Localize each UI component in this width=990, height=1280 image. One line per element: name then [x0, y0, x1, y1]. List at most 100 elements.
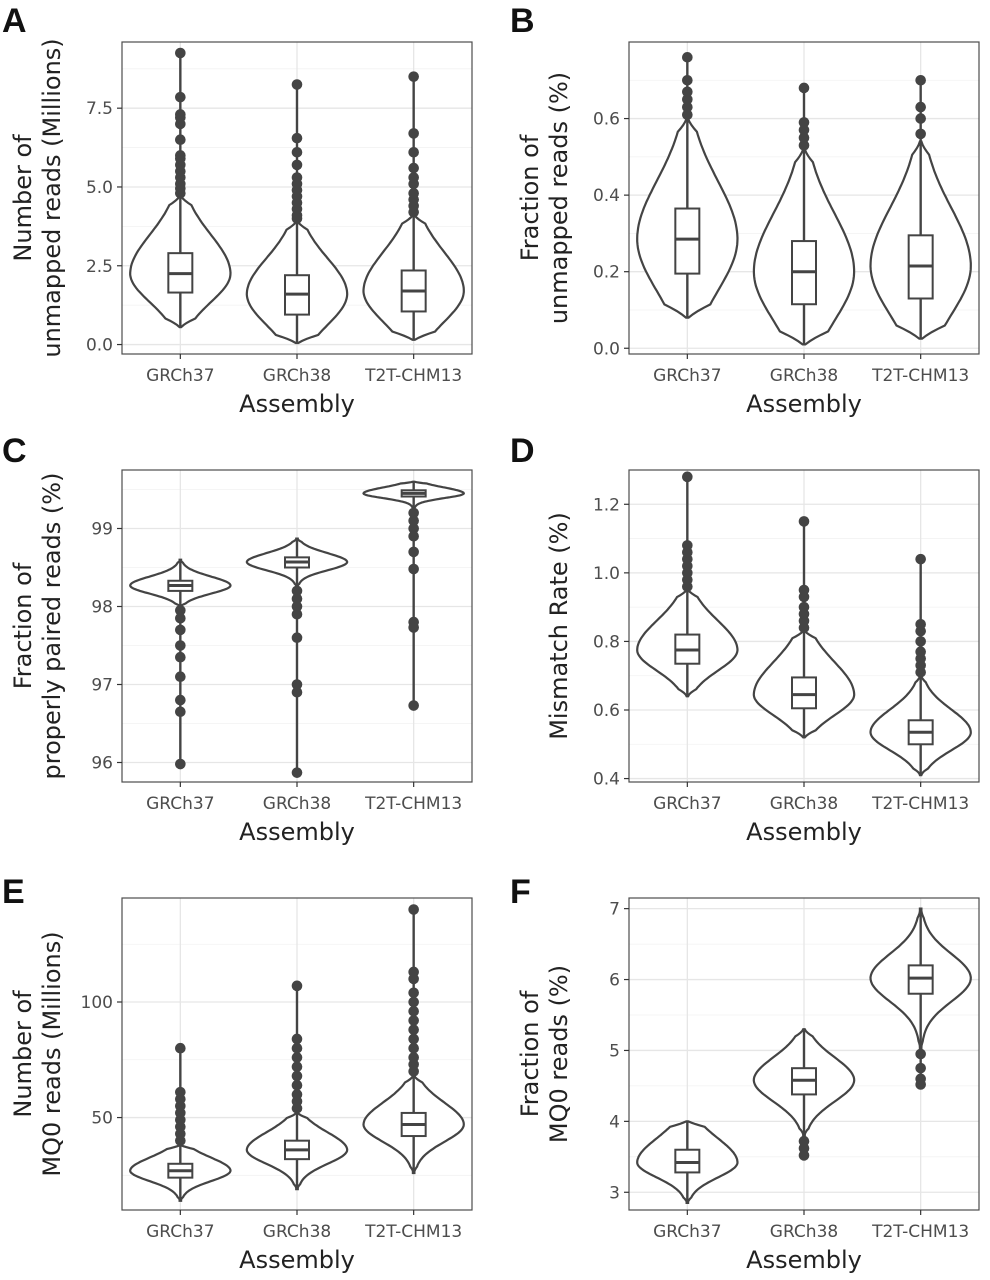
outlier-point: [175, 109, 186, 120]
panel-b: 0.0 0.2 0.4 0.6 GRCh37 GRCh38 T2T-CHM13 Assembl…: [510, 2, 980, 418]
y-tick-label: 0.4: [593, 770, 620, 790]
y-axis-title: Number ofunmapped reads (Millions): [9, 38, 66, 357]
y-tick-label: 0.2: [593, 263, 620, 283]
outlier-point: [798, 124, 810, 136]
outlier-point: [798, 584, 810, 596]
outlier-point: [175, 1086, 186, 1098]
outlier-point: [291, 632, 303, 643]
y-axis-title-line: unmapped reads (%): [545, 72, 573, 324]
outlier-point: [175, 134, 186, 145]
x-tick-label: GRCh37: [653, 1222, 721, 1242]
y-tick-label: 0.8: [593, 632, 620, 652]
outlier-point: [291, 79, 303, 90]
outlier-point: [915, 636, 926, 647]
outlier-point: [291, 1070, 303, 1082]
outlier-point: [915, 618, 926, 630]
y-tick-label: 96: [91, 754, 113, 774]
violin-grch38: [245, 537, 349, 778]
outlier-point: [408, 622, 419, 633]
violin-t2t-chm13: [869, 74, 972, 340]
y-axis-title-line: unmapped reads (Millions): [38, 38, 66, 357]
violin-grch38: [752, 1028, 856, 1161]
x-tick-label: GRCh38: [263, 1222, 331, 1242]
y-tick-label: 5.0: [86, 178, 113, 198]
violin-grch37: [636, 52, 739, 319]
y-tick-label: 0.0: [86, 336, 113, 356]
outlier-point: [175, 694, 186, 706]
x-axis-title: Assembly: [746, 390, 862, 418]
outlier-point: [175, 651, 186, 663]
outlier-point: [175, 758, 186, 770]
y-axis-title-line: Number of: [9, 990, 37, 1118]
violin-grch37: [636, 471, 739, 698]
y-tick-label: 97: [91, 676, 113, 696]
outlier-point: [915, 1073, 926, 1085]
outlier-point: [408, 515, 419, 526]
y-axis-title: Number ofMQ0 reads (Millions): [9, 931, 66, 1176]
outlier-point: [798, 82, 810, 94]
panel-a: 0.0 2.5 5.0 7.5 GRCh37 GRCh38 T2T-CHM13 Assembl…: [2, 2, 473, 418]
x-tick-label: GRCh37: [146, 1222, 214, 1242]
outlier-point: [682, 94, 693, 105]
y-tick-label: 0.4: [593, 186, 620, 206]
y-tick-label: 0.0: [593, 339, 620, 359]
y-tick-label: 4: [609, 1112, 620, 1132]
y-axis-title: Fraction ofunmapped reads (%): [516, 72, 573, 324]
outlier-point: [408, 1024, 419, 1036]
x-tick-label: GRCh38: [263, 794, 331, 814]
panel-letter: C: [2, 432, 27, 470]
violin-t2t-chm13: [362, 71, 465, 341]
outlier-point: [798, 601, 810, 613]
y-axis-title-line: Fraction of: [516, 990, 544, 1117]
outlier-point: [408, 523, 419, 534]
outlier-point: [408, 531, 419, 542]
outlier-point: [682, 52, 693, 63]
outlier-point: [175, 1042, 186, 1054]
y-tick-label: 5: [609, 1041, 620, 1061]
violin-grch37: [636, 1120, 739, 1204]
y-tick-label: 6: [609, 971, 620, 991]
outlier-point: [408, 996, 419, 1008]
y-tick-label: 100: [81, 993, 113, 1013]
outlier-point: [291, 1033, 303, 1045]
violin-grch37: [129, 558, 232, 770]
outlier-point: [291, 609, 303, 620]
panel-e: 50 100 GRCh37 GRCh38 T2T-CHM13 Assembly Number…: [2, 873, 473, 1274]
outlier-point: [175, 671, 186, 682]
x-tick-label: GRCh37: [146, 366, 214, 386]
outlier-point: [291, 159, 303, 171]
y-axis-title-line: MQ0 reads (%): [545, 965, 573, 1143]
outlier-point: [915, 1062, 926, 1074]
x-tick-label: T2T-CHM13: [364, 1222, 462, 1242]
x-tick-label: T2T-CHM13: [364, 794, 462, 814]
outlier-point: [682, 109, 693, 121]
x-tick-label: T2T-CHM13: [871, 1222, 969, 1242]
y-tick-label: 50: [91, 1109, 113, 1129]
y-tick-label: 1.2: [593, 495, 620, 515]
x-tick-label: GRCh38: [770, 794, 838, 814]
outlier-point: [682, 471, 693, 483]
y-axis-title-line: Fraction of: [516, 134, 544, 261]
y-tick-label: 2.5: [86, 257, 113, 277]
violin-grch38: [245, 980, 349, 1191]
outlier-point: [408, 172, 419, 183]
box-iqr: [791, 676, 817, 710]
violin-grch38: [245, 79, 349, 345]
x-axis-title: Assembly: [239, 390, 355, 418]
outlier-point: [291, 679, 303, 690]
outlier-point: [915, 553, 926, 565]
outlier-point: [291, 132, 303, 144]
violin-grch37: [129, 47, 232, 329]
x-axis-title: Assembly: [239, 818, 355, 846]
outlier-point: [175, 640, 186, 651]
outlier-point: [291, 147, 303, 158]
outlier-point: [408, 128, 419, 139]
panel-letter: D: [510, 432, 535, 470]
y-axis-title-line: MQ0 reads (Millions): [38, 931, 66, 1176]
outlier-point: [408, 147, 419, 158]
outlier-point: [915, 646, 926, 658]
outlier-point: [291, 687, 303, 698]
outlier-point: [408, 1033, 419, 1045]
violin-grch38: [752, 516, 856, 739]
y-tick-label: 1.0: [593, 564, 620, 584]
